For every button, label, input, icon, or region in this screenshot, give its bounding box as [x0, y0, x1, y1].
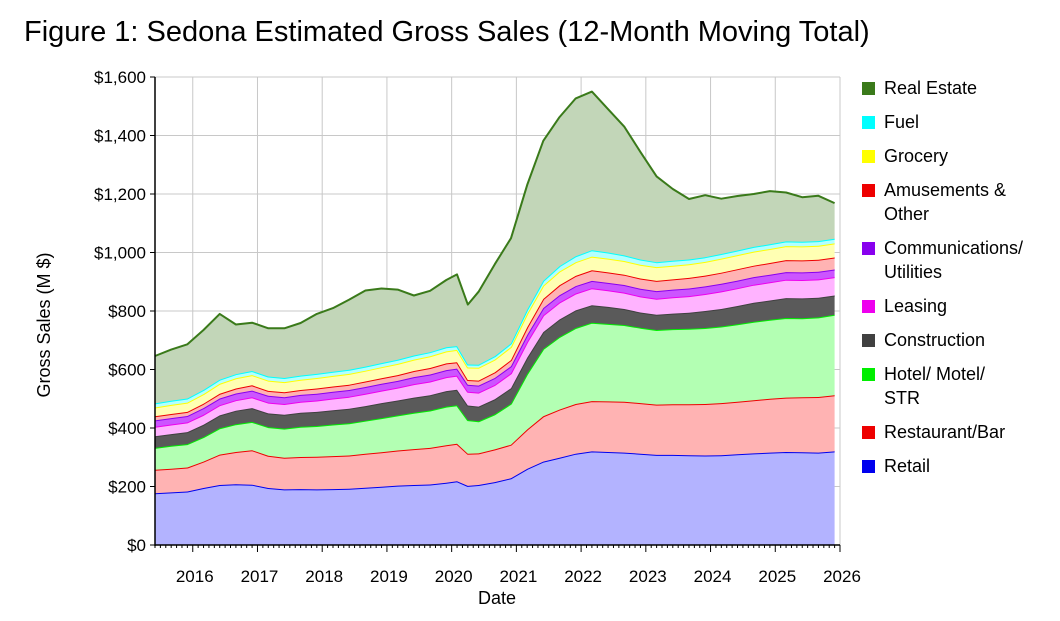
legend-swatch	[862, 82, 875, 95]
area-hotel-motel-str	[155, 314, 835, 470]
y-tick-label: $1,600	[94, 68, 146, 87]
x-tick-label: 2017	[241, 567, 279, 586]
legend-swatch	[862, 242, 875, 255]
legend-item: Construction	[862, 328, 1052, 352]
y-axis-label: Gross Sales (M $)	[34, 252, 54, 397]
chart-title: Figure 1: Sedona Estimated Gross Sales (…	[24, 16, 870, 48]
legend-label: Restaurant/Bar	[884, 422, 1006, 442]
y-tick-label: $800	[108, 302, 146, 321]
legend-item: Real Estate	[862, 76, 1052, 100]
legend-item: Restaurant/Bar	[862, 420, 1052, 444]
area-amusements-other	[155, 257, 835, 421]
area-construction	[155, 295, 835, 448]
legend-label: Real Estate	[884, 78, 978, 98]
line-real-estate	[154, 90, 836, 357]
legend-item: Grocery	[862, 144, 1052, 168]
area-grocery	[155, 243, 835, 417]
legend-item: Leasing	[862, 294, 1052, 318]
legend-label: Fuel	[884, 112, 920, 132]
x-minor-ticks	[154, 545, 841, 552]
legend-swatch	[862, 184, 875, 197]
legend-item: Retail	[862, 454, 1052, 478]
legend-swatch	[862, 334, 875, 347]
x-tick-label: 2022	[564, 567, 602, 586]
area-real-estate	[155, 91, 835, 404]
legend-label: Amusements & Other	[884, 180, 1007, 224]
y-tick-label: $0	[127, 536, 146, 555]
x-axis-label: Date	[478, 588, 516, 608]
y-tick-label: $1,400	[94, 127, 146, 146]
legend-item: Communications/ Utilities	[862, 236, 1052, 284]
x-tick-label: 2019	[370, 567, 408, 586]
legend-swatch	[862, 368, 875, 381]
area-leasing	[155, 277, 835, 437]
legend-swatch	[862, 150, 875, 163]
x-tick-label: 2020	[435, 567, 473, 586]
y-tick-label: $1,000	[94, 244, 146, 263]
legend-label: Retail	[884, 456, 931, 476]
x-tick-label: 2023	[629, 567, 667, 586]
legend-swatch	[862, 116, 875, 129]
legend-swatch	[862, 460, 875, 473]
legend: Real Estate Fuel Grocery Amusements & Other…	[862, 76, 1052, 488]
y-tick-label: $1,200	[94, 185, 146, 204]
legend-swatch	[862, 426, 875, 439]
x-tick-label: 2018	[305, 567, 343, 586]
y-tick-label: $600	[108, 361, 146, 380]
y-tick-label: $400	[108, 419, 146, 438]
x-tick-label: 2026	[823, 567, 861, 586]
legend-label: Leasing	[884, 296, 948, 316]
legend-item: Amusements & Other	[862, 178, 1052, 226]
y-tick-label: $200	[108, 478, 146, 497]
x-tick-label: 2016	[176, 567, 214, 586]
legend-label: Construction	[884, 330, 986, 350]
legend-swatch	[862, 300, 875, 313]
x-tick-label: 2025	[758, 567, 796, 586]
x-tick-label: 2024	[694, 567, 732, 586]
legend-label: Hotel/ Motel/ STR	[884, 364, 986, 408]
area-restaurant-bar	[155, 395, 835, 494]
legend-item: Hotel/ Motel/ STR	[862, 362, 1052, 410]
area-retail	[155, 451, 835, 545]
legend-label: Grocery	[884, 146, 949, 166]
legend-label: Communications/ Utilities	[884, 238, 1024, 282]
x-tick-label: 2021	[499, 567, 537, 586]
series-areas	[154, 90, 836, 545]
legend-item: Fuel	[862, 110, 1052, 134]
axes: $0 $200 $400 $600 $800 $1,000 $1,200 $1,400 $1,6…	[94, 68, 861, 586]
line-construction	[154, 294, 835, 438]
